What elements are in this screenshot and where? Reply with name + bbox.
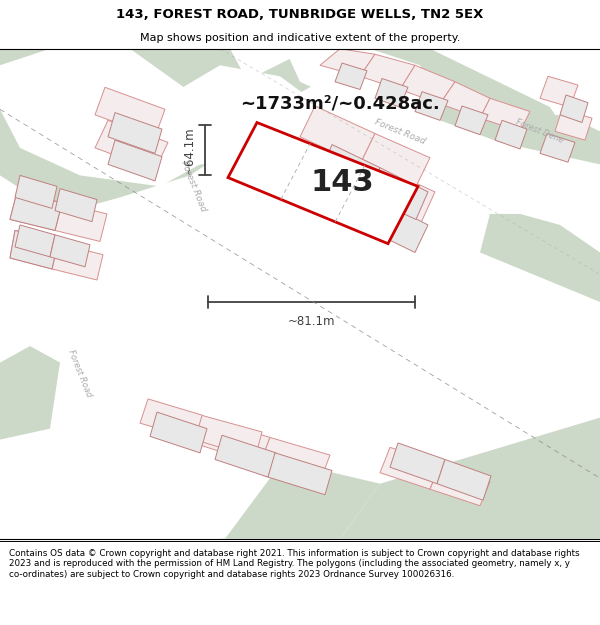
Polygon shape: [10, 192, 62, 231]
Polygon shape: [260, 438, 330, 481]
Polygon shape: [440, 82, 490, 118]
Polygon shape: [300, 137, 375, 198]
Polygon shape: [0, 49, 260, 214]
Polygon shape: [155, 65, 310, 164]
Polygon shape: [55, 189, 97, 222]
Polygon shape: [255, 49, 330, 98]
Polygon shape: [455, 106, 488, 134]
Polygon shape: [380, 448, 440, 489]
Polygon shape: [320, 144, 380, 198]
Polygon shape: [10, 192, 62, 231]
Polygon shape: [335, 63, 367, 89]
Polygon shape: [95, 88, 165, 137]
Polygon shape: [210, 467, 380, 539]
Polygon shape: [50, 235, 90, 267]
Text: ~81.1m: ~81.1m: [288, 316, 335, 328]
Text: ~64.1m: ~64.1m: [182, 126, 196, 174]
Polygon shape: [368, 168, 428, 219]
Polygon shape: [315, 174, 377, 228]
Polygon shape: [320, 49, 375, 76]
Polygon shape: [340, 418, 600, 539]
Polygon shape: [495, 121, 527, 149]
Text: 143: 143: [311, 168, 374, 197]
Polygon shape: [370, 49, 600, 164]
Polygon shape: [150, 412, 207, 453]
Polygon shape: [400, 65, 455, 104]
Polygon shape: [140, 399, 203, 439]
Polygon shape: [108, 112, 162, 153]
Text: ~1733m²/~0.428ac.: ~1733m²/~0.428ac.: [240, 95, 440, 112]
Polygon shape: [195, 416, 262, 458]
Polygon shape: [560, 95, 588, 122]
Polygon shape: [108, 140, 162, 181]
Text: Forest Road: Forest Road: [373, 117, 427, 146]
Polygon shape: [540, 134, 575, 162]
Polygon shape: [360, 54, 415, 89]
Polygon shape: [530, 49, 600, 121]
Polygon shape: [430, 465, 490, 506]
Polygon shape: [15, 176, 57, 208]
Polygon shape: [390, 443, 445, 484]
Polygon shape: [360, 164, 435, 225]
Polygon shape: [0, 472, 175, 539]
Text: Forest Road: Forest Road: [67, 349, 94, 399]
Text: Map shows position and indicative extent of the property.: Map shows position and indicative extent…: [140, 33, 460, 43]
Polygon shape: [285, 49, 440, 115]
Polygon shape: [360, 134, 430, 189]
Polygon shape: [555, 109, 592, 140]
Polygon shape: [55, 203, 107, 241]
Polygon shape: [437, 459, 491, 500]
Polygon shape: [200, 419, 270, 464]
Polygon shape: [415, 92, 448, 121]
Polygon shape: [95, 121, 168, 170]
Polygon shape: [0, 49, 230, 186]
Polygon shape: [52, 244, 103, 280]
Polygon shape: [480, 214, 600, 302]
Polygon shape: [375, 79, 408, 107]
Polygon shape: [300, 106, 375, 164]
Polygon shape: [10, 231, 58, 269]
Text: 143, FOREST ROAD, TUNBRIDGE WELLS, TN2 5EX: 143, FOREST ROAD, TUNBRIDGE WELLS, TN2 5…: [116, 8, 484, 21]
Text: Forest Dene: Forest Dene: [515, 118, 565, 145]
Polygon shape: [10, 231, 58, 269]
Polygon shape: [365, 199, 428, 252]
Polygon shape: [0, 346, 60, 439]
Polygon shape: [228, 122, 418, 244]
Polygon shape: [480, 98, 530, 131]
Text: Contains OS data © Crown copyright and database right 2021. This information is : Contains OS data © Crown copyright and d…: [9, 549, 580, 579]
Polygon shape: [268, 453, 332, 495]
Polygon shape: [215, 435, 276, 477]
Text: Forest Road: Forest Road: [179, 159, 207, 213]
Polygon shape: [0, 49, 95, 121]
Polygon shape: [540, 76, 578, 107]
Polygon shape: [175, 467, 270, 539]
Polygon shape: [15, 225, 55, 257]
